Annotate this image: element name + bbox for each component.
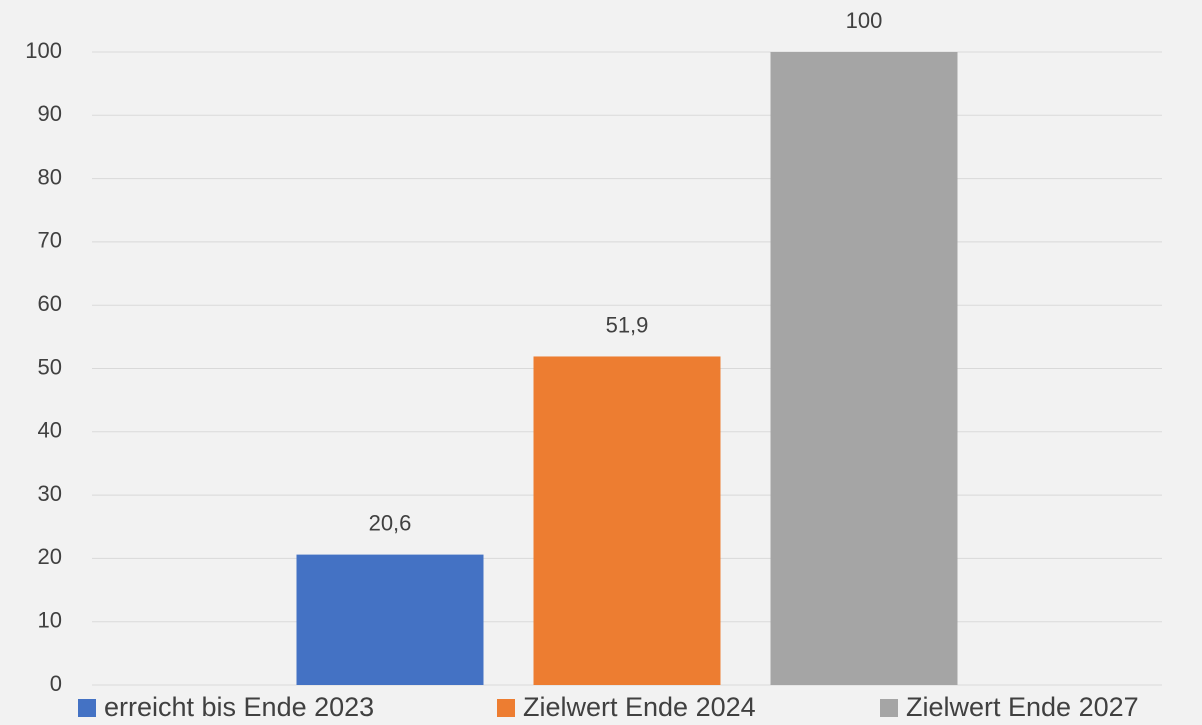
- y-tick-label: 100: [25, 38, 62, 63]
- bar: [533, 356, 721, 685]
- y-tick-label: 50: [38, 354, 62, 379]
- data-label: 20,6: [369, 510, 412, 535]
- y-tick-label: 90: [38, 101, 62, 126]
- data-label: 51,9: [606, 312, 649, 337]
- bar: [296, 554, 484, 685]
- legend-swatch: [497, 699, 515, 717]
- y-tick-label: 10: [38, 608, 62, 633]
- bar: [770, 52, 958, 685]
- data-label: 100: [846, 8, 883, 33]
- legend-label: erreicht bis Ende 2023: [104, 692, 374, 722]
- legend-label: Zielwert Ende 2027: [906, 692, 1139, 722]
- y-tick-label: 40: [38, 418, 62, 443]
- legend-label: Zielwert Ende 2024: [523, 692, 756, 722]
- y-tick-label: 70: [38, 228, 62, 253]
- y-tick-label: 20: [38, 544, 62, 569]
- y-tick-label: 80: [38, 164, 62, 189]
- legend-swatch: [880, 699, 898, 717]
- y-tick-label: 30: [38, 481, 62, 506]
- y-tick-label: 60: [38, 291, 62, 316]
- y-tick-label: 0: [50, 671, 62, 696]
- legend-swatch: [78, 699, 96, 717]
